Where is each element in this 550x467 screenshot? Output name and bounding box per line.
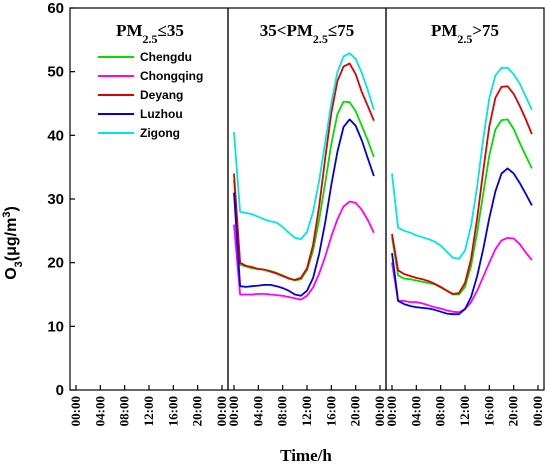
- panel-1-title-pre: PM: [116, 21, 142, 40]
- series-line-zigong-panel-3: [391, 66, 533, 260]
- panel-2-frame: [227, 7, 387, 391]
- y-tick-label: 20: [47, 255, 64, 272]
- x-tick-label: 08:00: [275, 396, 290, 426]
- y-tick-label: 10: [47, 318, 64, 335]
- x-tick-label: 04:00: [408, 396, 423, 426]
- x-tick-label: 12:00: [457, 396, 472, 426]
- panel-3-title-pre: PM: [431, 21, 457, 40]
- legend-label-chongqing: Chongqing: [140, 69, 203, 83]
- x-tick-label: 04:00: [250, 396, 265, 426]
- x-tick-label: 16:00: [323, 396, 338, 426]
- legend-label-zigong: Zigong: [140, 126, 180, 140]
- y-axis-label-unit-close: ): [3, 206, 20, 211]
- x-tick-label: 00:00: [530, 396, 545, 426]
- series-line-luzhou-panel-3: [391, 167, 533, 316]
- y-tick-label: 60: [47, 0, 64, 17]
- x-tick-label: 08:00: [433, 396, 448, 426]
- panel-3-frame: [385, 7, 545, 391]
- x-tick-label: 00:00: [226, 396, 241, 426]
- panel-1-frame: [69, 7, 229, 391]
- panel-1-title: PM2.5≤35: [116, 21, 184, 46]
- series-line-zigong-panel-2: [233, 52, 375, 241]
- x-tick-label: 00:00: [372, 396, 387, 426]
- legend-label-chengdu: Chengdu: [140, 50, 192, 64]
- panel-1-title-post: ≤35: [158, 21, 184, 40]
- series-line-luzhou-panel-2: [233, 118, 375, 297]
- x-tick-label: 20:00: [348, 396, 363, 426]
- x-tick-label: 08:00: [117, 396, 132, 426]
- panel-2-title-post: ≤75: [328, 21, 354, 40]
- panel-2-title-pre: 35<PM: [260, 21, 313, 40]
- y-axis-label-unit-sup: 3: [1, 212, 13, 218]
- x-tick-label: 20:00: [506, 396, 521, 426]
- series-line-chengdu-panel-2: [233, 100, 375, 282]
- series-line-chongqing-panel-3: [391, 236, 533, 314]
- panel-1-title-sub: 2.5: [143, 32, 158, 46]
- y-tick-label: 40: [47, 127, 64, 144]
- series-line-chengdu-panel-3: [391, 118, 533, 296]
- axes-group: 0 10 20 30 40 50 60 00:00 04:00 08:00 12:00 16:00 20…: [47, 0, 545, 426]
- x-axis-label: Time/h: [280, 446, 332, 465]
- x-tick-label: 16:00: [481, 396, 496, 426]
- y-tick-label: 30: [47, 191, 64, 208]
- x-tick-label: 04:00: [92, 396, 107, 426]
- x-tick-label: 00:00: [384, 396, 399, 426]
- y-tick-label: 50: [47, 64, 64, 81]
- series-line-chongqing-panel-2: [233, 200, 375, 301]
- series-line-deyang-panel-3: [391, 85, 533, 295]
- panel-3-title-post: >75: [472, 21, 499, 40]
- x-tick-label: 00:00: [214, 396, 229, 426]
- x-tick-label: 12:00: [141, 396, 156, 426]
- legend: Chengdu Chongqing Deyang Luzhou Zigong: [98, 50, 203, 140]
- y-axis-label-sub: 3: [13, 261, 25, 267]
- y-axis-label: O3(μg/m3): [1, 206, 25, 280]
- x-tick-label: 20:00: [190, 396, 205, 426]
- panel-2-title: 35<PM2.5≤75: [260, 21, 354, 46]
- panel-3-title: PM2.5>75: [431, 21, 499, 46]
- legend-label-luzhou: Luzhou: [140, 107, 183, 121]
- x-tick-label: 12:00: [299, 396, 314, 426]
- series-line-deyang-panel-2: [233, 62, 375, 281]
- panel-3-title-sub: 2.5: [457, 32, 472, 46]
- legend-label-deyang: Deyang: [140, 88, 183, 102]
- y-tick-label: 0: [56, 382, 64, 399]
- x-tick-label: 00:00: [68, 396, 83, 426]
- series-group: [233, 52, 533, 316]
- y-axis-label-unit-open: (μg/m: [3, 218, 20, 262]
- panel-2-title-sub: 2.5: [313, 32, 328, 46]
- y-axis-label-main: O: [3, 267, 20, 279]
- x-tick-label: 16:00: [165, 396, 180, 426]
